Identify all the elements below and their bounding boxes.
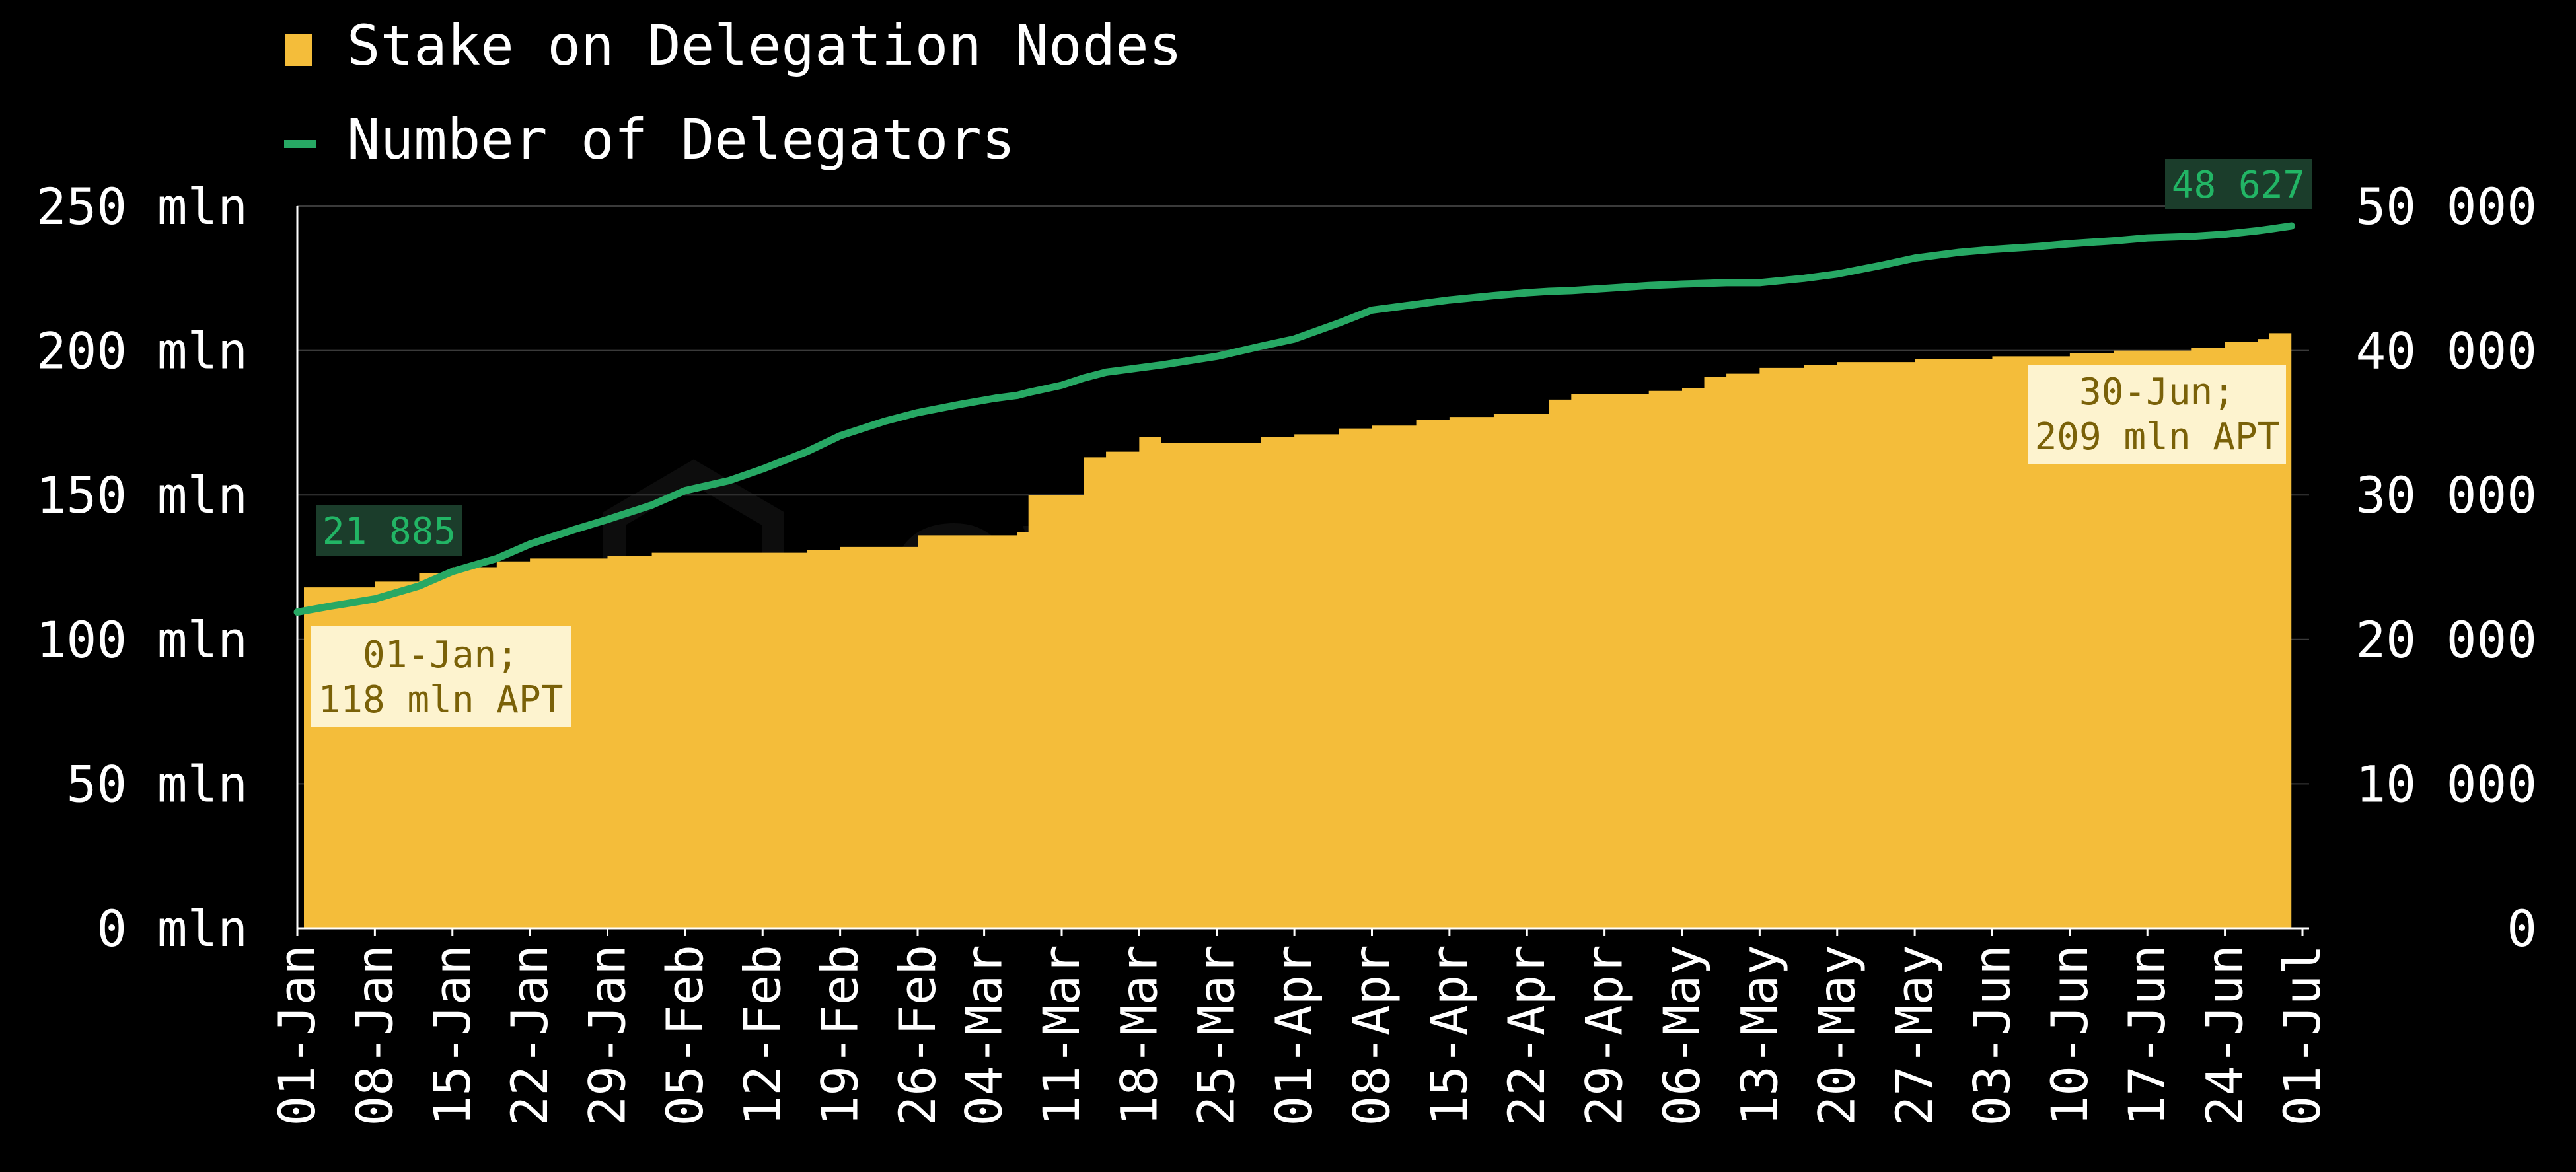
x-tick-label: 12-Feb bbox=[733, 945, 791, 1126]
left-tick-label: 50 mln bbox=[66, 754, 248, 813]
delegators-line bbox=[293, 222, 2295, 616]
annotation-start-line1: 01-Jan; bbox=[363, 634, 519, 677]
x-tick-label: 24-Jun bbox=[2195, 945, 2254, 1126]
left-tick-label: 0 mln bbox=[96, 899, 248, 958]
x-tick-label: 29-Jan bbox=[578, 945, 637, 1126]
x-tick-label: 08-Apr bbox=[1342, 945, 1401, 1126]
x-tick-label: 18-Mar bbox=[1109, 945, 1168, 1126]
x-tick-label: 06-May bbox=[1652, 945, 1711, 1126]
x-tick-label: 13-May bbox=[1730, 945, 1788, 1126]
x-tick-label: 11-Mar bbox=[1032, 945, 1091, 1126]
x-tick-label: 25-Mar bbox=[1187, 945, 1246, 1126]
x-tick-label: 20-May bbox=[1808, 945, 1866, 1126]
x-tick-label: 03-Jun bbox=[1962, 945, 2021, 1126]
annotation-end-line1: 30-Jun; bbox=[2079, 371, 2235, 414]
x-tick-label: 22-Jan bbox=[500, 945, 559, 1126]
right-axis-ticks: 0 10 000 20 000 30 000 40 000 50 000 bbox=[2355, 177, 2537, 958]
left-axis-ticks: 0 mln 50 mln 100 mln 150 mln 200 mln 250 mln bbox=[36, 177, 248, 958]
right-tick-label: 40 000 bbox=[2355, 322, 2537, 381]
x-tick-label: 05-Feb bbox=[655, 945, 714, 1126]
left-tick-label: 150 mln bbox=[36, 466, 248, 525]
stake-area bbox=[304, 324, 2292, 928]
badge-end-bg bbox=[2165, 159, 2312, 209]
annotation-start-box-bg bbox=[311, 626, 571, 727]
badge-start-bg bbox=[316, 505, 462, 556]
left-tick-label: 100 mln bbox=[36, 610, 248, 669]
x-tick-label: 01-Jan bbox=[268, 945, 326, 1126]
badge-start-value: 21 885 bbox=[322, 510, 456, 553]
x-tick-label: 08-Jan bbox=[345, 945, 404, 1126]
x-tick-label: 22-Apr bbox=[1497, 945, 1556, 1126]
x-tick-label: 01-Jul bbox=[2273, 945, 2332, 1126]
x-axis-ticks: 01-Jan 08-Jan 15-Jan 22-Jan 29-Jan 05-Feb 12-F… bbox=[268, 928, 2332, 1126]
x-tick-label: 01-Apr bbox=[1265, 945, 1323, 1126]
x-tick-label: 26-Feb bbox=[888, 945, 947, 1126]
x-tick-label: 04-Mar bbox=[955, 945, 1013, 1126]
badge-start: 21 885 bbox=[316, 505, 462, 556]
right-tick-label: 30 000 bbox=[2355, 466, 2537, 525]
x-tick-label: 19-Feb bbox=[811, 945, 869, 1126]
legend-label-stake: Stake on Delegation Nodes bbox=[347, 13, 1182, 78]
right-tick-label: 50 000 bbox=[2355, 177, 2537, 236]
legend-label-delegators: Number of Delegators bbox=[347, 107, 1015, 172]
annotation-start-box: 01-Jan; 118 mln APT bbox=[311, 626, 571, 727]
annotation-end-line2: 209 mln APT bbox=[2035, 416, 2280, 458]
x-tick-label: 29-Apr bbox=[1575, 945, 1634, 1126]
annotation-end-box-bg bbox=[2028, 365, 2286, 464]
x-tick-label: 10-Jun bbox=[2040, 945, 2099, 1126]
annotation-start-line2: 118 mln APT bbox=[318, 678, 564, 721]
right-tick-label: 10 000 bbox=[2355, 754, 2537, 813]
x-tick-label: 15-Jan bbox=[423, 945, 482, 1126]
legend: Stake on Delegation Nodes Number of Dele… bbox=[284, 13, 1182, 172]
annotation-end-box: 30-Jun; 209 mln APT bbox=[2028, 365, 2286, 464]
x-tick-label: 27-May bbox=[1885, 945, 1944, 1126]
left-tick-label: 250 mln bbox=[36, 177, 248, 236]
right-tick-label: 0 bbox=[2507, 899, 2537, 958]
badge-end: 48 627 bbox=[2165, 159, 2312, 209]
x-tick-label: 15-Apr bbox=[1420, 945, 1479, 1126]
legend-square-marker bbox=[285, 34, 312, 66]
right-tick-label: 20 000 bbox=[2355, 610, 2537, 669]
x-tick-label: 17-Jun bbox=[2117, 945, 2176, 1126]
badge-end-value: 48 627 bbox=[2172, 164, 2305, 207]
left-tick-label: 200 mln bbox=[36, 322, 248, 381]
